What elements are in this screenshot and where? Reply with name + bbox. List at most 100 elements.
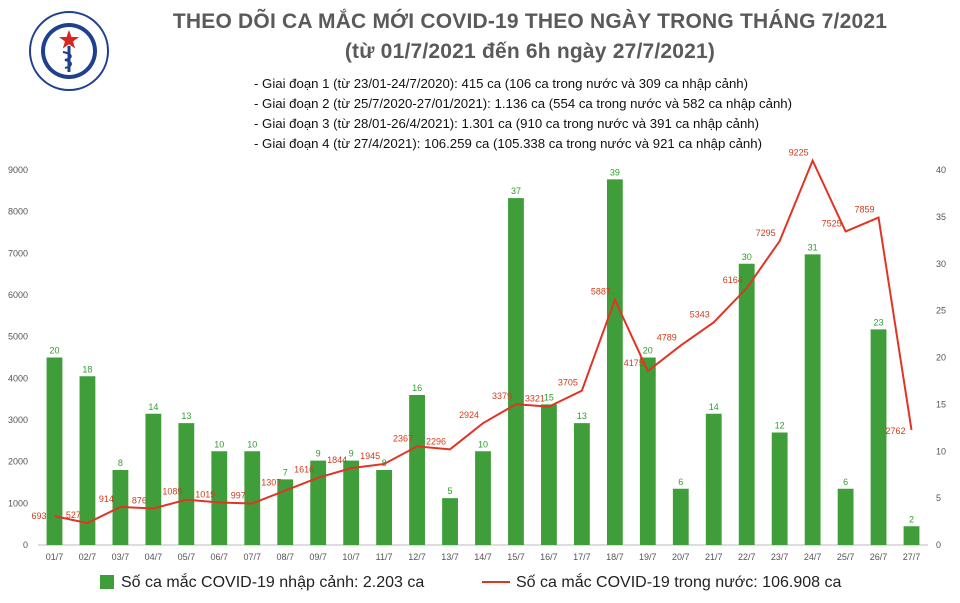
line-value-label: 527 [66, 510, 81, 520]
period-notes: - Giai đoạn 1 (từ 23/01-24/7/2020): 415 … [254, 74, 792, 154]
note-period-1: - Giai đoạn 1 (từ 23/01-24/7/2020): 415 … [254, 76, 749, 91]
bar-14-7 [475, 451, 491, 545]
bar-07-7 [244, 451, 261, 545]
bar-08-7 [277, 479, 294, 545]
left-axis-tick-label: 8000 [8, 207, 28, 217]
bar-value-label: 14 [148, 402, 158, 412]
bar-10-7 [343, 460, 360, 545]
line-value-label: 7295 [756, 228, 776, 238]
bar-25-7 [837, 488, 854, 545]
bar-26-7 [870, 329, 887, 545]
bar-value-label: 23 [874, 317, 884, 327]
x-axis-tick-label: 01/7 [46, 552, 64, 562]
left-axis-tick-label: 3000 [8, 415, 28, 425]
x-axis-tick-label: 13/7 [441, 552, 459, 562]
x-axis-tick-label: 12/7 [408, 552, 426, 562]
x-axis-tick-label: 15/7 [507, 552, 525, 562]
x-axis-tick-label: 04/7 [145, 552, 163, 562]
line-value-label: 1616 [294, 465, 314, 475]
bar-value-label: 9 [349, 449, 354, 459]
bar-value-label: 10 [478, 439, 488, 449]
bar-21-7 [705, 413, 722, 545]
ministry-of-health-logo [29, 11, 109, 91]
left-axis-tick-label: 4000 [8, 373, 28, 383]
x-axis-tick-label: 16/7 [540, 552, 558, 562]
bar-value-label: 20 [49, 346, 59, 356]
bar-value-label: 30 [742, 252, 752, 262]
bar-value-label: 37 [511, 186, 521, 196]
line-value-label: 7525 [822, 218, 842, 228]
bar-value-label: 5 [448, 486, 453, 496]
right-axis-tick-label: 30 [936, 259, 946, 269]
x-axis-tick-label: 27/7 [903, 552, 921, 562]
chart-subtitle: (từ 01/7/2021 đến 6h ngày 27/7/2021) [344, 40, 716, 63]
bar-19-7 [639, 357, 656, 545]
x-axis-tick-label: 17/7 [573, 552, 591, 562]
bar-value-label: 20 [643, 346, 653, 356]
bar-value-label: 7 [283, 467, 288, 477]
chart-title: THEO DÕI CA MẮC MỚI COVID-19 THEO NGÀY T… [172, 10, 888, 33]
bar-24-7 [804, 254, 821, 545]
x-axis-tick-label: 26/7 [870, 552, 888, 562]
x-axis-tick-label: 03/7 [112, 552, 130, 562]
line-value-label: 2367 [393, 433, 413, 443]
left-axis-tick-label: 7000 [8, 248, 28, 258]
bar-value-label: 39 [610, 167, 620, 177]
line-value-label: 1089 [162, 487, 182, 497]
line-value-label: 3321 [525, 394, 545, 404]
left-axis-tick-label: 5000 [8, 332, 28, 342]
bar-value-label: 18 [82, 364, 92, 374]
bar-18-7 [606, 179, 623, 545]
x-axis-tick-label: 20/7 [672, 552, 690, 562]
bar-17-7 [573, 423, 590, 545]
x-axis-tick-label: 11/7 [376, 552, 393, 562]
left-axis-tick-label: 9000 [8, 165, 28, 175]
line-value-label: 4789 [657, 332, 677, 342]
line-value-label: 1945 [360, 451, 380, 461]
bar-01-7 [46, 357, 63, 545]
x-axis-tick-label: 07/7 [243, 552, 261, 562]
bar-value-label: 12 [775, 421, 785, 431]
line-value-label: 693 [31, 511, 46, 521]
bar-11-7 [376, 470, 393, 545]
x-axis-tick-label: 14/7 [474, 552, 492, 562]
bar-13-7 [442, 498, 458, 545]
bar-value-label: 14 [709, 402, 719, 412]
right-axis-tick-label: 25 [936, 306, 946, 316]
line-value-label: 2924 [459, 410, 479, 420]
line-value-label: 2762 [885, 426, 905, 436]
right-axis-tick-label: 40 [936, 165, 946, 175]
bar-23-7 [771, 432, 788, 545]
bar-value-label: 13 [577, 411, 587, 421]
bar-value-label: 2 [909, 514, 914, 524]
note-period-3: - Giai đoạn 3 (từ 28/01-26/4/2021): 1.30… [254, 116, 760, 131]
x-axis-tick-label: 05/7 [178, 552, 196, 562]
bar-value-label: 10 [214, 439, 224, 449]
legend-line-label: Số ca mắc COVID-19 trong nước: 106.908 c… [516, 572, 841, 591]
line-value-label: 1019 [195, 490, 215, 500]
bar-value-label: 6 [678, 477, 683, 487]
bar-22-7 [738, 263, 755, 545]
line-value-label: 3705 [558, 378, 578, 388]
left-axis-tick-label: 2000 [8, 457, 28, 467]
domestic-cases-line [54, 158, 913, 525]
x-axis-tick-label: 08/7 [276, 552, 294, 562]
note-period-4: - Giai đoạn 4 (từ 27/4/2021): 106.259 ca… [254, 136, 762, 151]
x-axis-tick-label: 23/7 [771, 552, 789, 562]
x-axis-tick-label: 24/7 [804, 552, 822, 562]
x-axis-tick-label: 09/7 [309, 552, 327, 562]
right-axis-tick-label: 20 [936, 353, 946, 363]
bar-12-7 [409, 395, 425, 545]
bar-09-7 [310, 460, 327, 545]
line-value-label: 6164 [723, 275, 743, 285]
bar-value-label: 15 [544, 392, 554, 402]
bar-value-label: 6 [843, 477, 848, 487]
bar-27-7 [903, 526, 920, 545]
bar-04-7 [145, 413, 162, 545]
line-value-label: 4175 [624, 358, 644, 368]
line-value-label: 876 [132, 496, 147, 506]
bar-value-label: 13 [181, 411, 191, 421]
legend-bar-label: Số ca mắc COVID-19 nhập cảnh: 2.203 ca [121, 572, 424, 591]
bar-value-label: 10 [247, 439, 257, 449]
